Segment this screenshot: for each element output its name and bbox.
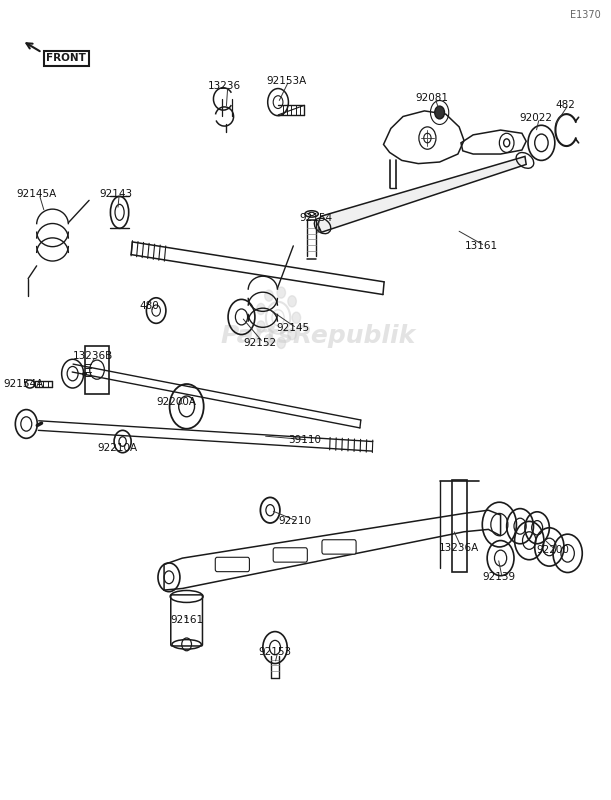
Text: 482: 482 — [555, 99, 576, 110]
Text: 39110: 39110 — [288, 435, 321, 445]
Text: 13161: 13161 — [465, 241, 499, 251]
Text: E1370: E1370 — [571, 10, 601, 20]
Circle shape — [288, 329, 296, 340]
FancyBboxPatch shape — [322, 540, 356, 554]
Text: 92200: 92200 — [536, 545, 569, 555]
Text: 92022: 92022 — [519, 113, 552, 123]
Text: 92139: 92139 — [482, 572, 516, 582]
FancyBboxPatch shape — [171, 595, 202, 646]
Text: 92081: 92081 — [415, 93, 448, 103]
Text: 92210A: 92210A — [97, 443, 137, 453]
Text: 13236A: 13236A — [439, 542, 478, 553]
Circle shape — [288, 296, 296, 307]
Text: 92143: 92143 — [100, 189, 133, 199]
Circle shape — [277, 338, 285, 349]
Text: 92200A: 92200A — [156, 397, 196, 406]
Text: PartsRepublik: PartsRepublik — [220, 324, 415, 348]
Text: 13236: 13236 — [208, 81, 241, 91]
Text: 92161: 92161 — [170, 614, 203, 625]
FancyBboxPatch shape — [273, 548, 307, 562]
Text: 480: 480 — [140, 301, 159, 310]
Text: 92154: 92154 — [299, 213, 332, 223]
Text: 92145A: 92145A — [16, 189, 56, 199]
Text: 92153: 92153 — [258, 646, 291, 657]
Text: FRONT: FRONT — [46, 53, 86, 63]
Circle shape — [277, 287, 285, 298]
Circle shape — [435, 106, 444, 119]
Circle shape — [292, 312, 301, 323]
Polygon shape — [318, 157, 526, 232]
Circle shape — [257, 321, 265, 332]
Text: 92154A: 92154A — [4, 379, 44, 389]
Text: 92210: 92210 — [278, 516, 311, 526]
Text: 92145: 92145 — [277, 323, 310, 333]
Text: 92153A: 92153A — [266, 75, 306, 86]
Circle shape — [257, 303, 265, 314]
Text: 92152: 92152 — [243, 338, 276, 347]
Circle shape — [265, 334, 273, 346]
Circle shape — [265, 290, 273, 302]
FancyBboxPatch shape — [215, 558, 249, 572]
Text: 13236B: 13236B — [73, 351, 113, 361]
